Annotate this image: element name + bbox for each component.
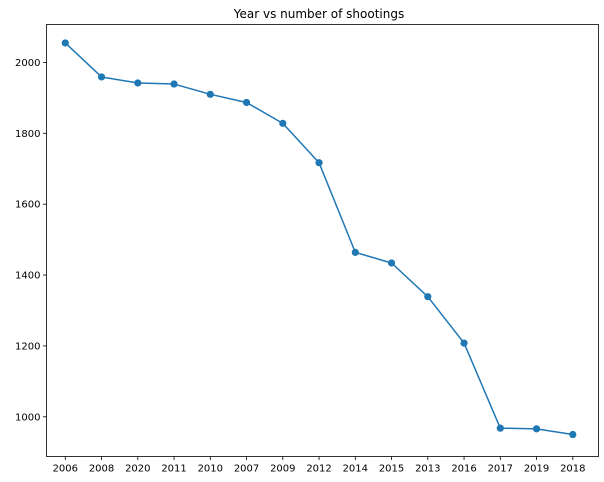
x-axis: 2006 2008 2020 2011 2010 2007 2009 2012 2014 2015… xyxy=(53,456,586,475)
y-tick-label: 1600 xyxy=(15,200,40,211)
series-layer xyxy=(61,39,577,439)
x-tick-label: 2016 xyxy=(451,464,476,475)
y-tick-label: 2000 xyxy=(15,58,40,69)
x-tick-label: 2008 xyxy=(89,464,114,475)
data-point xyxy=(496,424,504,432)
x-tick-label: 2017 xyxy=(488,464,513,475)
x-tick-label: 2006 xyxy=(53,464,78,475)
x-tick-label: 2011 xyxy=(161,464,186,475)
data-point xyxy=(97,73,106,81)
data-point xyxy=(460,339,468,347)
chart-title: Year vs number of shootings xyxy=(233,7,404,21)
data-point xyxy=(279,119,287,127)
y-tick-label: 1000 xyxy=(15,412,40,423)
y-tick-label: 1800 xyxy=(15,129,40,140)
x-tick-label: 2012 xyxy=(306,464,331,475)
data-point xyxy=(532,425,541,433)
plot-area xyxy=(46,24,599,457)
data-point xyxy=(351,248,359,256)
y-tick-label: 1200 xyxy=(15,341,40,352)
x-tick-label: 2013 xyxy=(415,464,440,475)
x-tick-label: 2020 xyxy=(125,464,150,475)
series-line xyxy=(64,42,573,436)
data-point xyxy=(242,98,251,107)
data-point xyxy=(315,159,323,167)
y-tick-label: 1400 xyxy=(15,271,40,282)
x-tick-label: 2014 xyxy=(343,464,368,475)
x-tick-label: 2018 xyxy=(560,464,585,475)
x-tick-label: 2019 xyxy=(524,464,549,475)
y-axis: 1000 1200 1400 1600 1800 2000 xyxy=(15,58,47,423)
x-tick-label: 2015 xyxy=(379,464,404,475)
data-point xyxy=(424,293,432,301)
data-point xyxy=(387,259,396,267)
x-tick-label: 2010 xyxy=(198,464,223,475)
x-tick-label: 2007 xyxy=(234,464,259,475)
x-tick-label: 2009 xyxy=(270,464,295,475)
data-point xyxy=(206,90,214,98)
data-point xyxy=(569,430,577,439)
data-point xyxy=(170,80,178,88)
data-point xyxy=(61,39,69,47)
data-point xyxy=(134,79,142,87)
